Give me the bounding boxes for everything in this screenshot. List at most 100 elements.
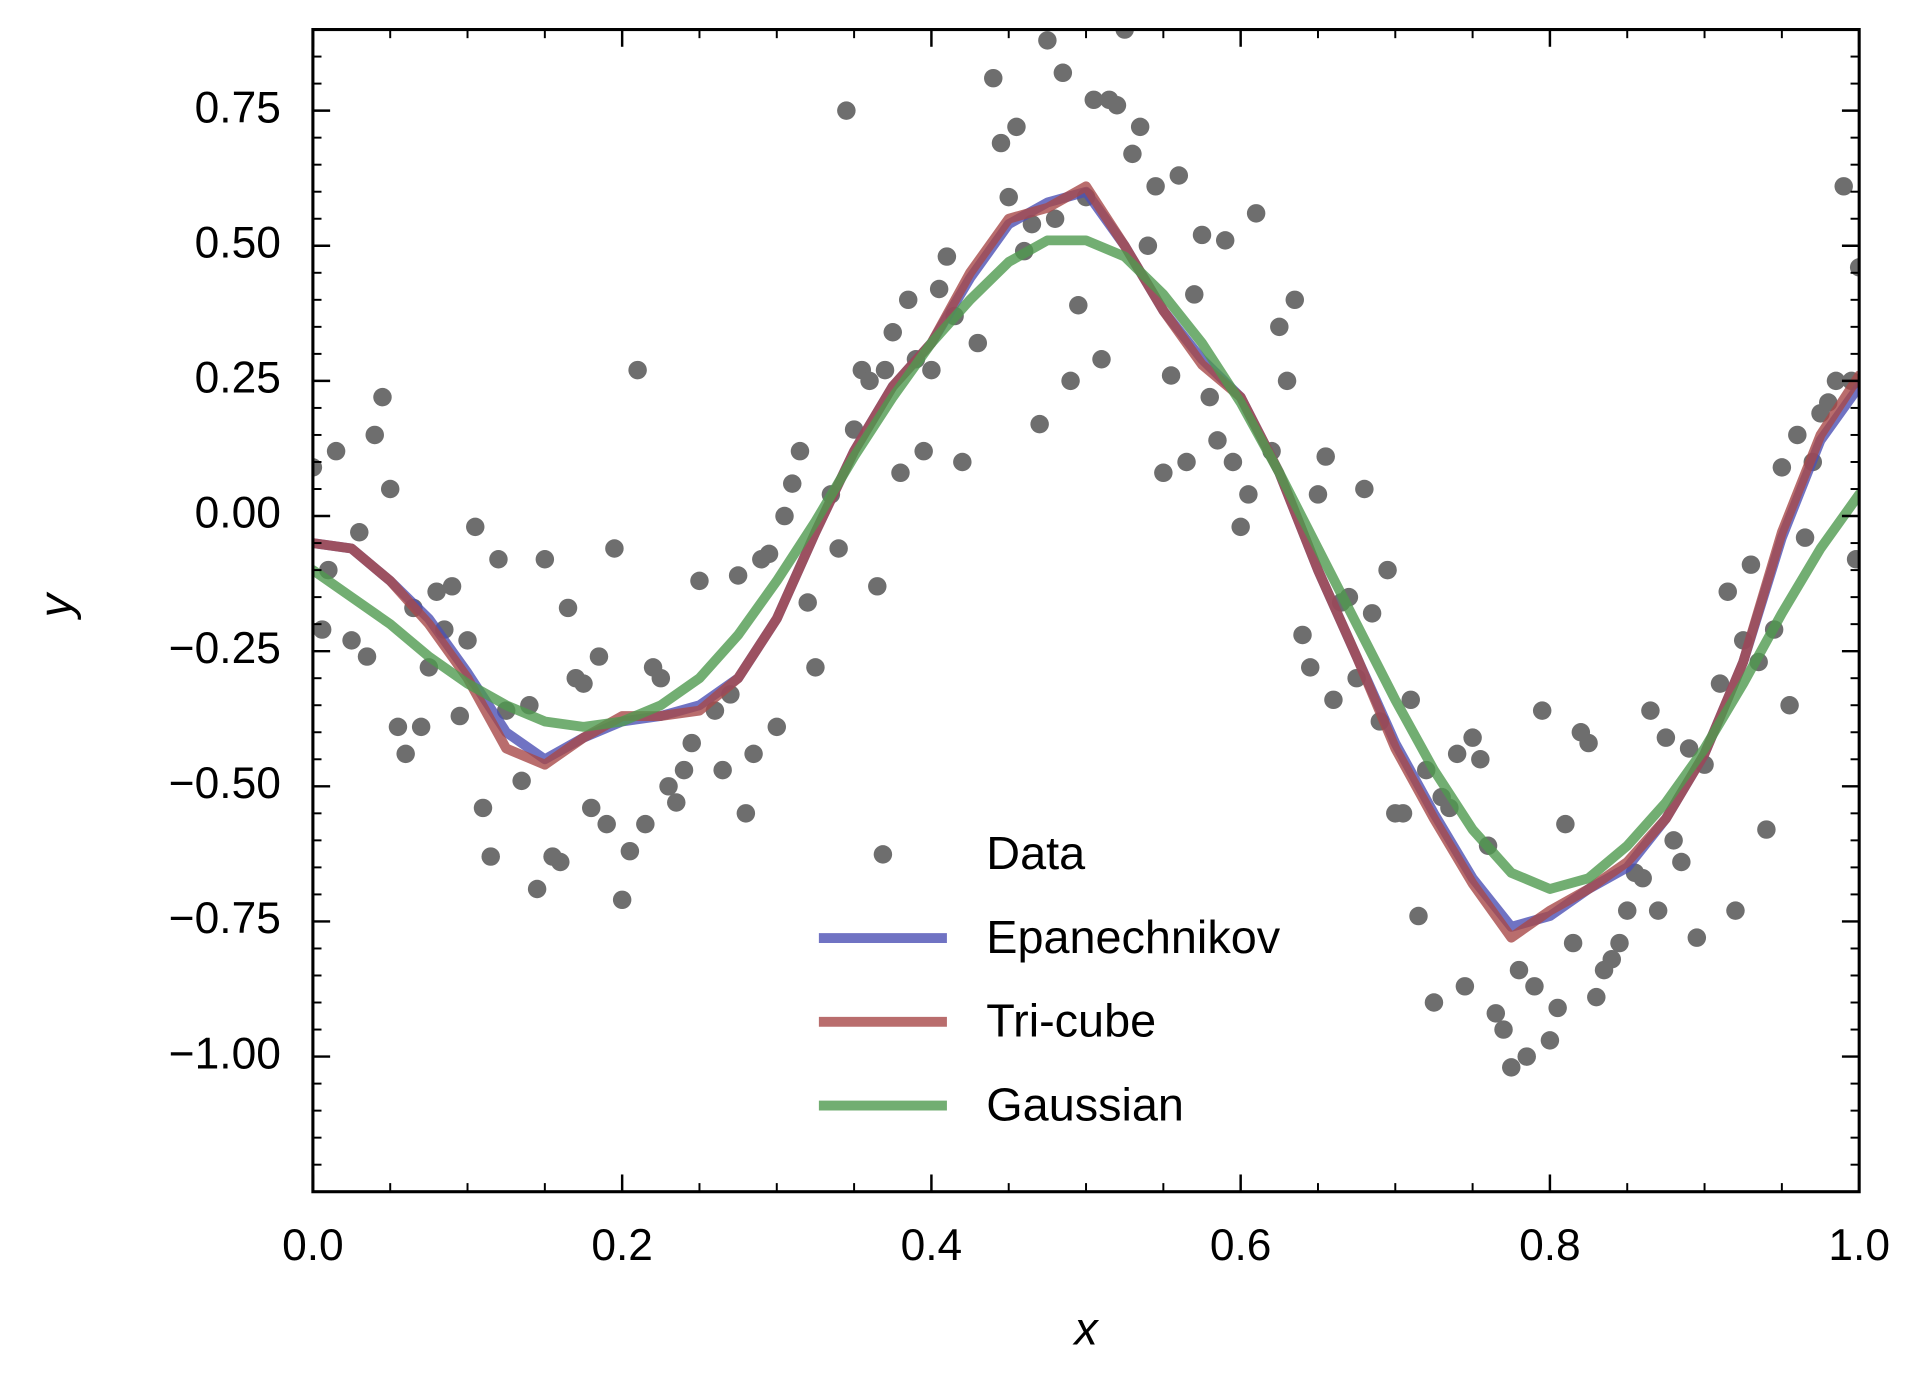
data-point — [875, 360, 895, 380]
data-point — [991, 133, 1011, 153]
data-point — [605, 539, 624, 558]
data-point — [744, 744, 763, 764]
y-tick-label: −0.50 — [169, 759, 281, 808]
data-point — [1277, 371, 1297, 391]
data-point — [1502, 1058, 1521, 1077]
data-point — [388, 717, 408, 737]
y-tick-label: 0.50 — [195, 218, 281, 267]
data-point — [651, 668, 671, 688]
data-point — [1579, 733, 1598, 753]
data-point — [1672, 852, 1691, 872]
data-point — [953, 452, 972, 472]
data-point — [937, 247, 957, 266]
data-point — [1463, 728, 1482, 747]
legend-label: Epanechnikov — [986, 911, 1280, 963]
line-series — [312, 181, 1860, 943]
data-point — [1038, 31, 1057, 50]
data-point — [1084, 90, 1104, 110]
data-point — [1525, 977, 1544, 996]
data-point — [1239, 485, 1258, 504]
line-series — [312, 235, 1860, 894]
data-point — [357, 647, 377, 666]
data-point — [1563, 933, 1583, 953]
y-tick-label: −0.75 — [169, 894, 281, 943]
data-point — [860, 371, 879, 391]
data-point — [775, 506, 794, 526]
data-point — [806, 658, 825, 677]
data-point — [1610, 933, 1629, 953]
data-point — [1022, 214, 1042, 234]
data-point — [1223, 452, 1243, 472]
data-point — [783, 474, 802, 493]
data-point — [1834, 177, 1853, 196]
data-point — [326, 441, 346, 461]
y-axis-label: y — [30, 591, 82, 620]
axes: 0.0 0.2 0.4 0.6 0.8 1.0 −1.00 −0.75 −0.50 −0.25 0.… — [169, 28, 1890, 1270]
data-point — [674, 760, 694, 780]
data-point — [1633, 868, 1652, 888]
data-point — [396, 744, 415, 764]
data-point — [1215, 231, 1235, 250]
data-point — [690, 571, 709, 591]
data-point — [450, 706, 470, 726]
data-point — [1231, 517, 1250, 537]
data-point — [728, 566, 748, 585]
data-point — [1726, 901, 1745, 920]
data-point — [427, 582, 446, 601]
data-point — [489, 550, 508, 569]
data-point — [1540, 1031, 1560, 1050]
data-point — [1587, 987, 1606, 1007]
data-point — [1324, 690, 1343, 710]
data-point — [512, 771, 531, 791]
data-point — [898, 290, 918, 310]
data-point — [798, 593, 817, 612]
data-point — [458, 631, 477, 650]
data-point — [1772, 458, 1792, 477]
data-point — [1788, 425, 1807, 445]
data-point — [628, 360, 647, 380]
data-point — [1846, 550, 1860, 569]
data-point — [1293, 625, 1312, 645]
data-point — [411, 717, 431, 737]
data-point — [1208, 431, 1227, 450]
data-point — [620, 841, 640, 861]
data-point — [1146, 177, 1165, 196]
data-point — [1154, 463, 1173, 483]
data-point — [1679, 739, 1699, 758]
data-point — [1447, 744, 1467, 764]
data-point — [1757, 820, 1776, 839]
legend-label: Tri-cube — [986, 995, 1156, 1047]
data-point — [1602, 950, 1622, 969]
x-axis-label: x — [1072, 1302, 1099, 1354]
data-point — [1494, 1020, 1513, 1039]
data-point — [636, 814, 655, 834]
data-point — [1548, 998, 1567, 1018]
data-point — [1061, 371, 1080, 391]
data-point — [883, 323, 902, 342]
data-point — [1115, 29, 1134, 39]
data-point — [1270, 317, 1289, 337]
data-point — [558, 598, 578, 618]
data-point — [312, 620, 332, 639]
data-point — [1532, 701, 1552, 720]
data-point — [380, 479, 400, 499]
data-point — [829, 539, 848, 558]
data-point — [1192, 225, 1212, 245]
y-tick-label: −1.00 — [169, 1029, 281, 1078]
data-point — [1401, 690, 1420, 710]
data-point — [713, 760, 732, 780]
data-point — [1617, 901, 1637, 920]
data-point — [1378, 560, 1397, 580]
data-point — [597, 814, 616, 834]
data-point — [667, 793, 686, 812]
y-tick-label: 0.75 — [195, 83, 281, 132]
data-point — [1826, 371, 1846, 391]
data-point — [736, 804, 756, 823]
data-point — [1509, 960, 1529, 980]
data-point — [535, 550, 555, 569]
data-point — [1424, 993, 1444, 1012]
x-tick-label: 0.0 — [282, 1221, 344, 1270]
y-tick-label: 0.00 — [195, 489, 281, 538]
data-point — [929, 279, 949, 299]
